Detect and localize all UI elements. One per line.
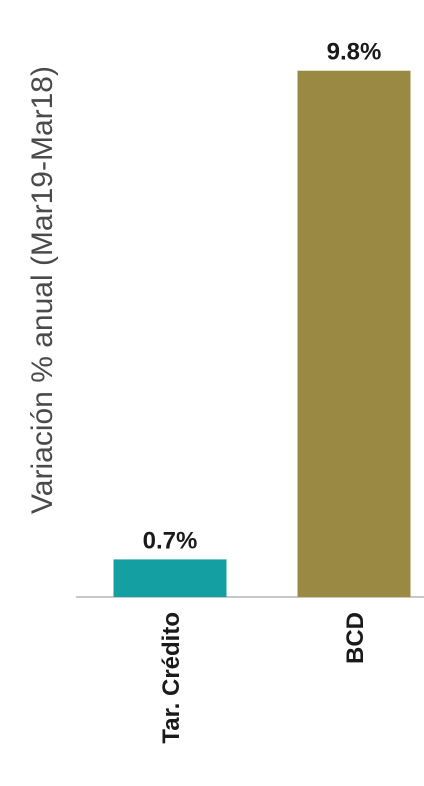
bar-2 <box>297 70 411 598</box>
x-tick-label-1: Tar. Crédito <box>158 612 185 744</box>
bar-1 <box>113 559 227 597</box>
bars-group: 0.7% Tar. Crédito 9.8% BCD <box>113 39 411 744</box>
data-label-2: 9.8% <box>327 39 382 66</box>
x-tick-label-2: BCD <box>342 612 369 664</box>
y-axis-title: Variación % anual (Mar19-Mar18) <box>26 66 59 514</box>
data-label-1: 0.7% <box>143 527 198 554</box>
